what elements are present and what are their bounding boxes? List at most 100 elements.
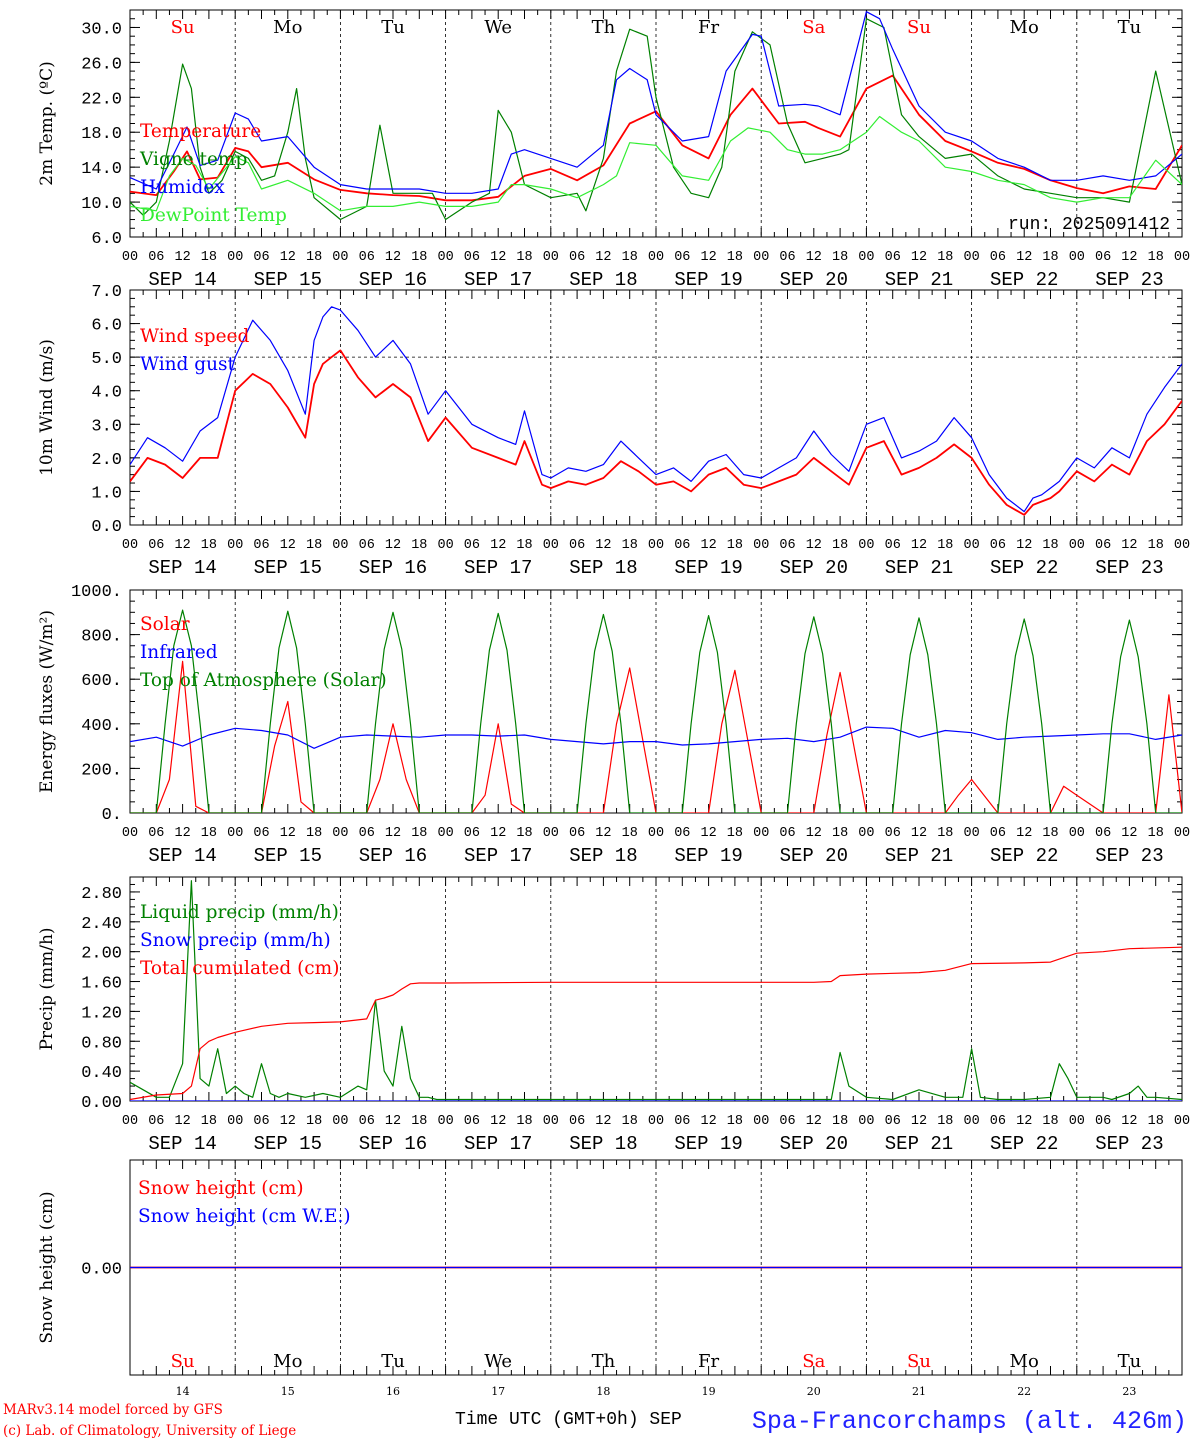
hour-tick-label: 00	[543, 538, 559, 553]
date-label: SEP 22	[990, 557, 1058, 579]
hour-tick-label: 18	[727, 538, 743, 553]
hour-tick-label: 18	[937, 250, 953, 265]
hour-tick-label: 18	[1042, 1114, 1058, 1129]
hour-tick-label: 12	[1121, 1114, 1137, 1129]
date-label: SEP 14	[148, 845, 216, 867]
hour-tick-label: 12	[385, 250, 401, 265]
hour-tick-label: 00	[227, 826, 243, 841]
hour-tick-label: 00	[963, 826, 979, 841]
y-tick-label: 800.	[81, 628, 122, 647]
hour-tick-label: 00	[122, 250, 138, 265]
hour-tick-label: 06	[990, 250, 1006, 265]
day-of-week-label: Fr	[698, 17, 719, 38]
hour-tick-label: 12	[385, 1114, 401, 1129]
date-label: SEP 18	[569, 557, 637, 579]
credit-line-1: MARv3.14 model forced by GFS	[3, 1402, 223, 1418]
hour-tick-label: 12	[911, 1114, 927, 1129]
y-axis-label: Precip (mm/h)	[37, 927, 57, 1050]
day-of-week-label: Tu	[1118, 1351, 1142, 1372]
day-of-week-label: We	[484, 17, 512, 38]
hour-tick-label: 06	[674, 1114, 690, 1129]
panel-wind: 0.0 1.0 2.0 3.0 4.0 5.0 6.0 7.0 10m Wind (m/s) 00…	[37, 283, 1190, 579]
hour-tick-label: 12	[911, 538, 927, 553]
hour-tick-label: 06	[464, 538, 480, 553]
day-of-week-label: We	[484, 1351, 512, 1372]
hour-tick-label: 00	[437, 538, 453, 553]
hour-tick-label: 12	[280, 250, 296, 265]
hour-tick-label: 06	[464, 1114, 480, 1129]
y-tick-label: 6.0	[91, 230, 122, 249]
hour-tick-label: 00	[332, 538, 348, 553]
date-label: SEP 19	[674, 557, 742, 579]
credit-line-2: (c) Lab. of Climatology, University of L…	[3, 1423, 296, 1439]
hour-tick-label: 00	[437, 1114, 453, 1129]
hour-tick-label: 18	[937, 826, 953, 841]
hour-tick-label: 18	[306, 250, 322, 265]
y-tick-label: 1.0	[91, 484, 122, 503]
hour-tick-label: 00	[858, 538, 874, 553]
hour-tick-label: 00	[963, 250, 979, 265]
hour-tick-label: 18	[1148, 826, 1164, 841]
legend-entry: Solar	[140, 614, 190, 635]
hour-tick-label: 18	[727, 826, 743, 841]
meteogram-footer: MARv3.14 model forced by GFS (c) Lab. of…	[3, 1402, 1187, 1439]
hour-tick-label: 06	[990, 826, 1006, 841]
legend-entry: Snow height (cm W.E.)	[138, 1206, 351, 1227]
meteogram-panels: 6.0 10.0 14.0 18.0 22.0 26.0 30.0 2m Temp. (ºC)…	[37, 9, 1190, 1398]
hour-tick-label: 06	[779, 538, 795, 553]
y-tick-label: 0.00	[81, 1261, 122, 1280]
legend-entry: Humidex	[140, 177, 225, 198]
hour-tick-label: 00	[122, 1114, 138, 1129]
hour-tick-label: 18	[411, 826, 427, 841]
panel-temp: 6.0 10.0 14.0 18.0 22.0 26.0 30.0 2m Temp. (ºC)…	[37, 9, 1190, 291]
panel-energy: 0. 200. 400. 600. 800. 1000. Energy fluxes (W/…	[37, 583, 1190, 867]
hour-tick-label: 00	[1069, 538, 1085, 553]
legend-entry: Total cumulated (cm)	[140, 958, 339, 979]
day-of-week-label: Tu	[1118, 17, 1142, 38]
hour-tick-label: 12	[700, 250, 716, 265]
hour-tick-label: 00	[1069, 250, 1085, 265]
legend-entry: Infrared	[140, 642, 218, 663]
date-label: SEP 17	[464, 845, 532, 867]
hour-tick-label: 12	[806, 1114, 822, 1129]
hour-tick-label: 06	[148, 826, 164, 841]
legend-entry: Wind speed	[140, 326, 249, 347]
hour-tick-label: 18	[937, 538, 953, 553]
hour-tick-label: 18	[727, 1114, 743, 1129]
date-label: SEP 19	[674, 269, 742, 291]
hour-tick-label: 12	[1016, 826, 1032, 841]
hour-tick-label: 18	[201, 1114, 217, 1129]
hour-tick-label: 00	[122, 538, 138, 553]
hour-tick-label: 12	[490, 1114, 506, 1129]
station-title: Spa-Francorchamps (alt. 426m)	[752, 1407, 1187, 1436]
legend-entry: Temperature	[140, 121, 261, 142]
day-of-week-label: Mo	[1010, 1351, 1039, 1372]
y-tick-label: 0.0	[91, 518, 122, 537]
hour-tick-label: 12	[806, 826, 822, 841]
hour-tick-label: 00	[753, 1114, 769, 1129]
hour-tick-label: 06	[674, 538, 690, 553]
hour-tick-label: 00	[1174, 1114, 1190, 1129]
hour-tick-label: 18	[201, 250, 217, 265]
date-label: SEP 22	[990, 1133, 1058, 1155]
series-line-infrared	[130, 726, 1182, 749]
hour-tick-label: 12	[1016, 250, 1032, 265]
hour-tick-label: 18	[832, 1114, 848, 1129]
y-tick-label: 1.20	[81, 1004, 122, 1023]
hour-tick-label: 00	[543, 1114, 559, 1129]
hour-tick-label: 12	[280, 538, 296, 553]
y-tick-label: 0.	[102, 806, 122, 825]
date-label: SEP 16	[359, 845, 427, 867]
y-tick-label: 3.0	[91, 417, 122, 436]
hour-tick-label: 06	[674, 826, 690, 841]
hour-tick-label: 00	[332, 1114, 348, 1129]
hour-tick-label: 18	[1042, 538, 1058, 553]
hour-tick-label: 12	[385, 826, 401, 841]
hour-tick-label: 12	[490, 826, 506, 841]
y-axis-label: Energy fluxes (W/m²)	[37, 610, 57, 793]
day-of-week-label: Fr	[698, 1351, 719, 1372]
hour-tick-label: 06	[569, 826, 585, 841]
hour-tick-label: 12	[595, 826, 611, 841]
hour-tick-label: 12	[1016, 1114, 1032, 1129]
